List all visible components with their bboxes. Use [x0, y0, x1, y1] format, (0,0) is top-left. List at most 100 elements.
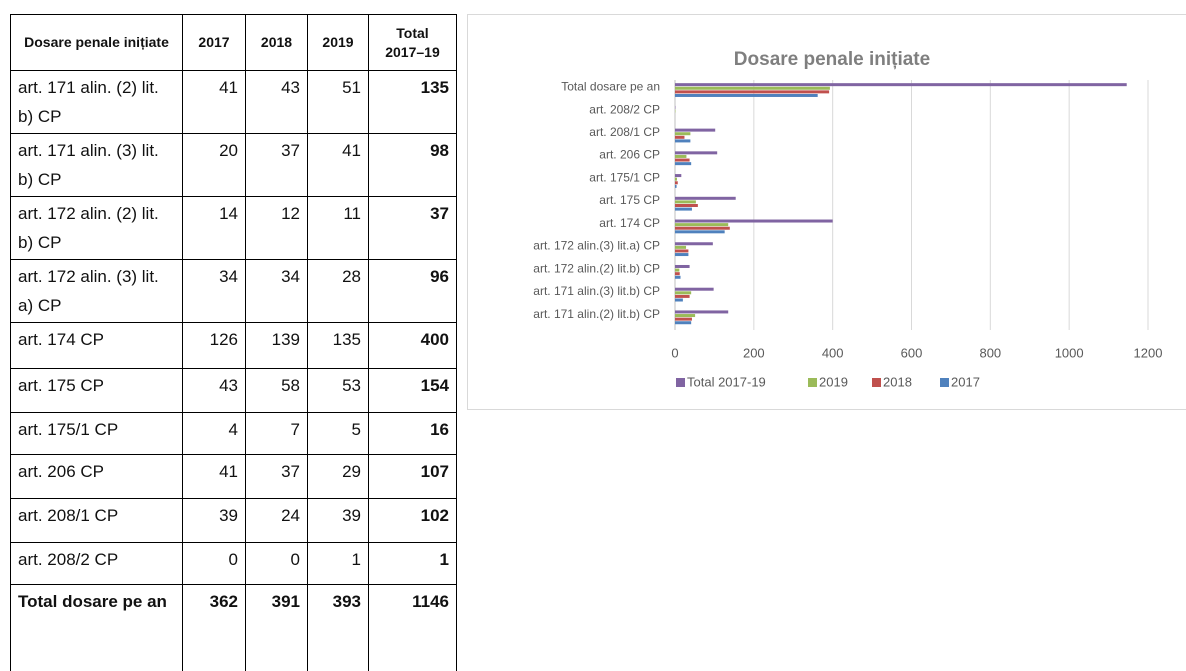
bar [675, 223, 729, 227]
y-tick-label: art. 208/2 CP [589, 102, 660, 116]
cell: 43 [182, 368, 246, 413]
bar [675, 245, 687, 249]
legend-swatch [676, 378, 685, 387]
bar [675, 151, 718, 155]
chart-frame [467, 14, 1186, 410]
table-row: art. 172 alin. (3) lit. a) CP 34 34 28 96 [10, 259, 457, 323]
bar [675, 200, 696, 204]
x-tick-label: 1000 [1055, 345, 1084, 360]
cell: 37 [245, 454, 308, 499]
table-row: art. 175 CP 43 58 53 154 [10, 368, 457, 413]
bar [675, 275, 681, 279]
cell: 154 [368, 368, 457, 413]
table-row: art. 171 alin. (2) lit. b) CP 41 43 51 135 [10, 70, 457, 134]
cell: 43 [245, 70, 308, 134]
header-row: Dosare penale inițiate 2017 2018 2019 Total … [10, 14, 457, 71]
bar [675, 177, 677, 181]
x-tick-label: 1200 [1134, 345, 1163, 360]
bar [675, 83, 1127, 87]
cell: 29 [307, 454, 369, 499]
table-row: art. 208/2 CP 0 0 1 1 [10, 542, 457, 585]
cell: 12 [245, 196, 308, 260]
bar [675, 139, 691, 143]
cell: 16 [368, 412, 457, 455]
header-cell: Dosare penale inițiate [10, 14, 183, 71]
cell: 39 [182, 498, 246, 543]
row-label: art. 171 alin. (2) lit. b) CP [10, 70, 183, 134]
x-tick-label: 400 [822, 345, 844, 360]
cell: 362 [182, 584, 246, 671]
legend-label: 2017 [951, 374, 980, 389]
bar [675, 219, 833, 223]
cell: 96 [368, 259, 457, 323]
bar [675, 272, 680, 276]
chart: Dosare penale inițiate 0 200 400 600 800 1000… [467, 14, 1186, 410]
cell: 126 [182, 322, 246, 369]
cell: 41 [182, 454, 246, 499]
bar [675, 310, 729, 314]
legend-label: Total 2017-19 [687, 374, 766, 389]
cell: 393 [307, 584, 369, 671]
cell: 135 [307, 322, 369, 369]
table-row: art. 174 CP 126 139 135 400 [10, 322, 457, 369]
bar [675, 181, 678, 185]
y-tick-label: art. 174 CP [599, 216, 660, 230]
table-row: Total dosare pe an 362 391 393 1146 [10, 584, 457, 671]
bar [675, 154, 687, 158]
cell: 58 [245, 368, 308, 413]
bar [675, 196, 736, 200]
cell: 102 [368, 498, 457, 543]
cell: 28 [307, 259, 369, 323]
y-tick-label: art. 208/1 CP [589, 125, 660, 139]
chart-title: Dosare penale inițiate [734, 49, 930, 70]
cell: 37 [245, 133, 308, 197]
bar [675, 314, 696, 318]
bar [675, 90, 830, 94]
cell: 1 [368, 542, 457, 585]
cell: 20 [182, 133, 246, 197]
bar [675, 132, 691, 136]
cell: 5 [307, 412, 369, 455]
bar [675, 298, 683, 302]
bar [675, 162, 692, 166]
bar [675, 86, 830, 90]
bar [675, 207, 692, 211]
legend-label: 2018 [883, 374, 912, 389]
bar [675, 128, 716, 132]
y-tick-label: art. 171 alin.(2) lit.b) CP [533, 307, 660, 321]
bar [675, 242, 713, 246]
cell: 107 [368, 454, 457, 499]
header-cell: 2017 [182, 14, 246, 71]
row-label: art. 174 CP [10, 322, 183, 369]
x-tick-label: 600 [901, 345, 923, 360]
cell: 400 [368, 322, 457, 369]
row-label: art. 172 alin. (3) lit. a) CP [10, 259, 183, 323]
cell: 39 [307, 498, 369, 543]
header-cell: 2019 [307, 14, 369, 71]
y-tick-label: art. 175 CP [599, 193, 660, 207]
bar [675, 264, 690, 268]
x-tick-label: 200 [743, 345, 765, 360]
legend-swatch [872, 378, 881, 387]
cell: 14 [182, 196, 246, 260]
bar [675, 268, 680, 272]
y-tick-label: art. 171 alin.(3) lit.b) CP [533, 284, 660, 298]
cell: 1 [307, 542, 369, 585]
legend-swatch [808, 378, 817, 387]
bar [675, 317, 692, 321]
header-cell: 2018 [245, 14, 308, 71]
bar [675, 287, 714, 291]
bar [675, 226, 730, 230]
row-label: art. 171 alin. (3) lit. b) CP [10, 133, 183, 197]
data-table: Dosare penale inițiate 2017 2018 2019 Total … [10, 14, 457, 671]
cell: 139 [245, 322, 308, 369]
row-label: art. 208/2 CP [10, 542, 183, 585]
bar [675, 294, 690, 298]
row-label: art. 175 CP [10, 368, 183, 413]
cell: 37 [368, 196, 457, 260]
row-label: art. 175/1 CP [10, 412, 183, 455]
legend-swatch [940, 378, 949, 387]
bar [675, 93, 818, 97]
table-row: art. 172 alin. (2) lit. b) CP 14 12 11 37 [10, 196, 457, 260]
